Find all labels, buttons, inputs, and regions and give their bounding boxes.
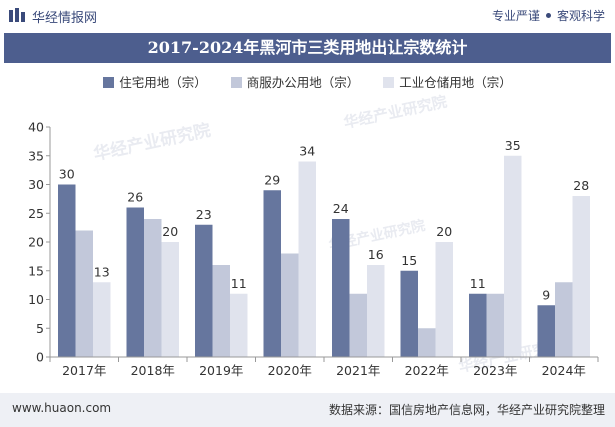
y-tick-label: 25 <box>28 206 44 221</box>
x-tick-label: 2021年 <box>336 363 380 378</box>
legend-item-industrial: 工业仓储用地（宗） <box>383 72 512 91</box>
data-label: 24 <box>333 201 349 216</box>
bar <box>349 293 367 357</box>
data-label: 13 <box>94 264 110 279</box>
data-label: 34 <box>299 144 315 159</box>
bar <box>400 270 418 357</box>
bar <box>367 265 385 357</box>
data-label: 26 <box>127 190 143 205</box>
bar-chart: 华经产业研究院 华经产业研究院 华经产业研究院 华经产业研究院 05101520… <box>28 92 599 378</box>
bar <box>572 196 590 357</box>
title-bar: 2017-2024年黑河市三类用地出让宗数统计 <box>4 33 611 63</box>
y-axis: 0 5 10 15 20 25 30 35 40 <box>28 120 51 365</box>
dot-icon <box>545 13 551 18</box>
svg-text:华经产业研究院: 华经产业研究院 <box>92 120 213 165</box>
y-tick-label: 15 <box>28 263 44 278</box>
data-label: 30 <box>59 167 75 182</box>
svg-text:华经产业研究院: 华经产业研究院 <box>342 92 448 131</box>
data-label: 28 <box>573 178 589 193</box>
legend-label-industrial: 工业仓储用地（宗） <box>399 75 512 90</box>
y-tick-label: 5 <box>36 321 44 336</box>
bar <box>435 242 453 357</box>
bar <box>537 305 555 357</box>
bar <box>126 207 144 357</box>
bar <box>263 190 281 357</box>
bar <box>332 219 350 357</box>
data-label: 11 <box>470 276 486 291</box>
legend-label-commercial: 商服办公用地（宗） <box>246 75 360 90</box>
data-label: 23 <box>196 207 212 222</box>
legend-item-residential: 住宅用地（宗） <box>103 72 207 91</box>
bar <box>418 328 436 357</box>
x-tick-label: 2019年 <box>199 363 243 378</box>
legend-swatch-commercial <box>230 77 242 88</box>
x-tick-label: 2022年 <box>405 363 449 378</box>
bar <box>486 293 504 357</box>
legend: 住宅用地（宗） 商服办公用地（宗） 工业仓储用地（宗） <box>0 72 615 91</box>
bar <box>504 155 522 357</box>
bar <box>93 282 111 357</box>
bars: 30 26 23 29 24 15 11 9 13 20 11 34 16 20 35 28 <box>58 138 590 357</box>
chart-title: 2017-2024年黑河市三类用地出让宗数统计 <box>147 38 468 57</box>
data-label: 20 <box>162 224 178 239</box>
brand-name: 华经情报网 <box>32 11 98 26</box>
x-tick-label: 2018年 <box>131 363 175 378</box>
bar <box>144 219 162 357</box>
bar <box>75 230 93 357</box>
data-label: 20 <box>436 224 452 239</box>
y-tick-label: 40 <box>28 120 44 135</box>
legend-item-commercial: 商服办公用地（宗） <box>230 72 360 91</box>
data-label: 29 <box>264 172 280 187</box>
y-tick-label: 30 <box>28 177 44 192</box>
footer: www.huaon.com 数据来源：国信房地产信息网，华经产业研究院整理 <box>0 393 615 427</box>
bar <box>281 253 299 357</box>
bar <box>161 242 179 357</box>
data-label: 11 <box>231 276 247 291</box>
bar <box>555 282 573 357</box>
footer-url[interactable]: www.huaon.com <box>12 401 112 415</box>
x-axis: 2017年 2018年 2019年 2020年 2021年 2022年 2023年 2024年 <box>49 356 599 378</box>
bar <box>230 293 248 357</box>
y-tick-label: 20 <box>28 235 44 250</box>
y-tick-label: 10 <box>28 292 44 307</box>
bar <box>212 265 230 357</box>
data-label: 9 <box>542 287 550 302</box>
data-label: 35 <box>505 138 521 153</box>
y-tick-label: 0 <box>36 350 44 365</box>
slogan-right: 客观科学 <box>556 9 605 23</box>
data-label: 15 <box>401 253 417 268</box>
bar <box>195 224 213 357</box>
y-tick-label: 35 <box>28 148 44 163</box>
legend-label-residential: 住宅用地（宗） <box>119 75 207 90</box>
x-tick-label: 2024年 <box>542 363 586 378</box>
data-label: 16 <box>368 247 384 262</box>
bar <box>469 293 487 357</box>
bar <box>298 161 316 357</box>
slogan: 专业严谨 客观科学 <box>492 7 605 24</box>
top-bar: 华经情报网 专业严谨 客观科学 <box>0 0 615 30</box>
legend-swatch-residential <box>103 77 115 88</box>
bar <box>58 184 76 357</box>
logo-icon <box>9 8 25 22</box>
slogan-left: 专业严谨 <box>491 9 540 23</box>
footer-source: 数据来源：国信房地产信息网，华经产业研究院整理 <box>328 403 605 417</box>
x-tick-label: 2017年 <box>62 363 106 378</box>
x-tick-label: 2020年 <box>268 363 312 378</box>
x-tick-label: 2023年 <box>473 363 517 378</box>
legend-swatch-industrial <box>383 77 395 88</box>
